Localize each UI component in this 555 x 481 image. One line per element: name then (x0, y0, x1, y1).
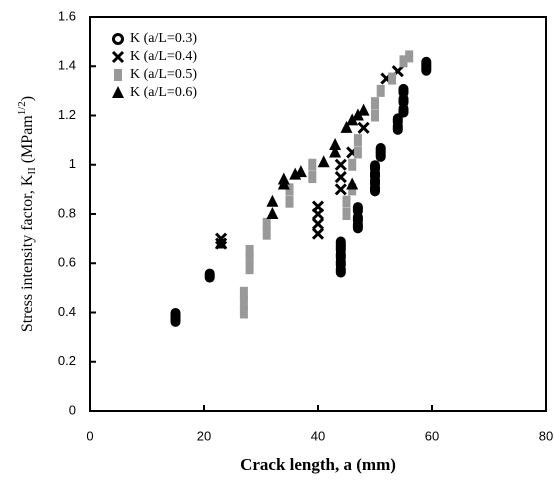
point-fill (335, 236, 346, 251)
y-label-part: (MPam (19, 115, 36, 168)
point (376, 84, 385, 97)
point-fill (398, 103, 409, 118)
point (405, 50, 414, 63)
point (266, 194, 279, 207)
point-fill (204, 268, 215, 283)
point-fill (421, 56, 432, 71)
legend-marker (114, 69, 122, 81)
point (311, 227, 325, 240)
point (308, 158, 317, 171)
point (215, 236, 228, 249)
point-fill (352, 202, 363, 217)
point-fill (398, 83, 409, 98)
x-tick-label: 20 (197, 428, 211, 443)
point-fill (352, 211, 363, 226)
legend-marker (112, 86, 124, 98)
point-fill (392, 113, 403, 128)
point (277, 172, 290, 185)
point (388, 72, 397, 85)
point (340, 120, 353, 133)
point (342, 195, 351, 208)
point (245, 262, 254, 275)
legend-label: K (a/L=0.6) (130, 85, 197, 100)
legend-label: K (a/L=0.3) (130, 31, 197, 46)
x-tick-label: 80 (539, 428, 553, 443)
legend-label: K (a/L=0.5) (130, 67, 197, 82)
y-tick-label: 1.4 (58, 58, 76, 73)
x-axis-label: Crack length, a (mm) (240, 455, 396, 474)
point (262, 227, 271, 240)
point (351, 108, 364, 121)
y-tick-label: 0.4 (58, 304, 76, 319)
point (334, 171, 347, 184)
y-tick-label: 0.2 (58, 353, 76, 368)
y-tick-label: 1.6 (58, 8, 76, 23)
legend-label: K (a/L=0.4) (130, 49, 197, 64)
point (239, 296, 248, 309)
point (334, 158, 347, 171)
point (285, 195, 294, 208)
point (357, 121, 370, 134)
legend-marker (112, 33, 124, 45)
point (329, 145, 342, 158)
point (371, 109, 379, 122)
point (371, 97, 379, 110)
point (308, 171, 317, 184)
point (399, 55, 408, 68)
y-label-part: 1/2 (16, 101, 28, 115)
point (245, 252, 254, 265)
point (329, 138, 342, 151)
y-tick-label: 1 (69, 156, 76, 171)
point-fill (370, 160, 380, 175)
point (311, 217, 325, 230)
point (245, 244, 254, 257)
y-tick-label: 0.8 (58, 205, 76, 220)
point-fill (170, 307, 181, 322)
point (294, 165, 307, 178)
point-fill (398, 93, 409, 108)
point (266, 207, 279, 219)
point (342, 208, 351, 220)
y-axis-label: Stress intensity factor, KII (MPam1/2) (16, 96, 38, 332)
point (357, 103, 370, 116)
point (346, 177, 359, 190)
y-tick-label: 0.6 (58, 255, 76, 270)
y-label-part: II (26, 167, 38, 175)
point (334, 183, 347, 196)
point (317, 155, 330, 168)
point (239, 306, 248, 319)
point (262, 217, 271, 230)
y-tick-label: 1.2 (58, 107, 76, 122)
point (346, 113, 359, 126)
x-tick-label: 60 (425, 428, 439, 443)
point (311, 200, 325, 213)
point-fill (375, 142, 386, 157)
x-tick-label: 40 (311, 428, 325, 443)
point (353, 146, 362, 159)
point (348, 158, 357, 171)
point (239, 286, 248, 299)
legend-marker (111, 50, 125, 64)
y-tick-label: 0 (69, 402, 76, 417)
x-tick-label: 0 (86, 428, 93, 443)
y-label-part: ) (19, 96, 36, 101)
y-label-part: Stress intensity factor, K (19, 174, 36, 332)
point (353, 134, 362, 147)
